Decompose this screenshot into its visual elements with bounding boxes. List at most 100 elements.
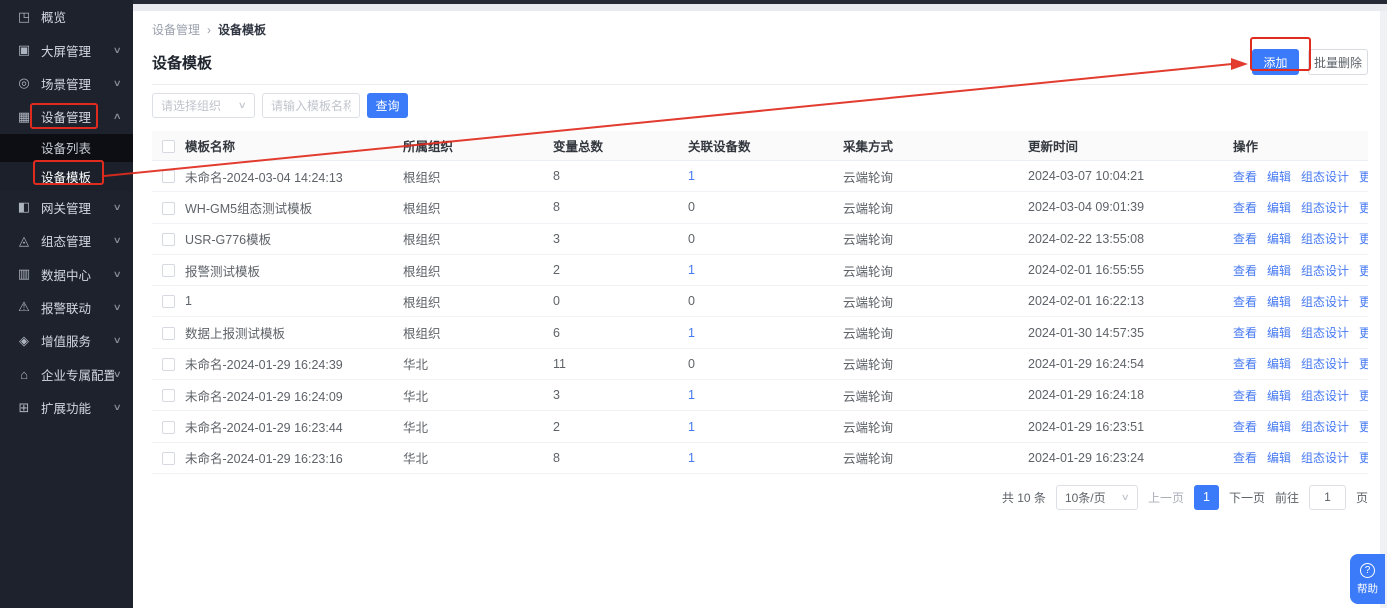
more-link[interactable]: 更多 xyxy=(1359,420,1368,435)
edit-link[interactable]: 编辑 xyxy=(1267,294,1292,309)
row-checkbox[interactable] xyxy=(162,170,175,184)
view-link[interactable]: 查看 xyxy=(1233,294,1258,309)
sidebar-item-label: 企业专属配置 xyxy=(41,368,115,383)
row-checkbox[interactable] xyxy=(162,451,175,465)
more-link[interactable]: 更多 xyxy=(1359,357,1368,372)
batch-delete-button[interactable]: 批量删除 xyxy=(1308,49,1368,75)
edit-link[interactable]: 编辑 xyxy=(1267,200,1292,215)
edit-link[interactable]: 编辑 xyxy=(1267,232,1292,247)
more-link[interactable]: 更多 xyxy=(1359,232,1368,247)
scada-design-link[interactable]: 组态设计 xyxy=(1301,420,1350,435)
scada-design-link[interactable]: 组态设计 xyxy=(1301,169,1350,184)
template-name-input[interactable] xyxy=(262,93,360,118)
edit-link[interactable]: 编辑 xyxy=(1267,357,1292,372)
vertical-scrollbar[interactable] xyxy=(1380,11,1387,608)
prev-page-button[interactable]: 上一页 xyxy=(1147,490,1184,505)
var-count-cell: 3 xyxy=(553,388,560,403)
next-page-button[interactable]: 下一页 xyxy=(1228,490,1265,505)
sidebar-item-extension[interactable]: ⊞ 扩展功能 ∨ xyxy=(0,391,133,424)
view-link[interactable]: 查看 xyxy=(1233,451,1258,466)
page-size-select[interactable]: 10条/页 ∨ xyxy=(1055,484,1138,510)
row-checkbox[interactable] xyxy=(162,420,175,434)
edit-link[interactable]: 编辑 xyxy=(1267,326,1292,341)
goto-page-input[interactable] xyxy=(1308,484,1346,510)
device-count-cell[interactable]: 1 xyxy=(688,388,695,403)
row-checkbox[interactable] xyxy=(162,389,175,403)
sidebar-item-device-mgmt[interactable]: ▦ 设备管理 ∧ xyxy=(0,100,133,133)
datacenter-icon: ▥ xyxy=(17,266,31,282)
view-link[interactable]: 查看 xyxy=(1233,169,1258,184)
sidebar-item-alarm[interactable]: ⚠ 报警联动 ∨ xyxy=(0,291,133,324)
view-link[interactable]: 查看 xyxy=(1233,388,1258,403)
sidebar-item-device-template[interactable]: 设备模板 xyxy=(0,162,133,191)
edit-link[interactable]: 编辑 xyxy=(1267,263,1292,278)
more-link[interactable]: 更多 xyxy=(1359,294,1368,309)
collect-mode-cell: 云端轮询 xyxy=(843,170,894,185)
breadcrumb-item-device-mgmt[interactable]: 设备管理 xyxy=(152,23,201,37)
chevron-icon: ∧ xyxy=(113,111,123,122)
more-link[interactable]: 更多 xyxy=(1359,169,1368,184)
scada-design-link[interactable]: 组态设计 xyxy=(1301,200,1350,215)
row-checkbox[interactable] xyxy=(162,232,175,246)
select-all-checkbox[interactable] xyxy=(162,139,175,153)
edit-link[interactable]: 编辑 xyxy=(1267,169,1292,184)
template-name-cell: 数据上报测试模板 xyxy=(185,327,286,342)
sidebar-item-enterprise[interactable]: ⌂ 企业专属配置 ∨ xyxy=(0,358,133,391)
edit-link[interactable]: 编辑 xyxy=(1267,451,1292,466)
more-link[interactable]: 更多 xyxy=(1359,326,1368,341)
device-count-cell[interactable]: 1 xyxy=(688,325,695,340)
scada-design-link[interactable]: 组态设计 xyxy=(1301,388,1350,403)
edit-link[interactable]: 编辑 xyxy=(1267,388,1292,403)
sidebar-item-vas[interactable]: ◈ 增值服务 ∨ xyxy=(0,324,133,357)
scada-design-link[interactable]: 组态设计 xyxy=(1301,451,1350,466)
device-count-cell: 0 xyxy=(688,200,695,215)
breadcrumb-separator-icon: › xyxy=(207,22,212,37)
view-link[interactable]: 查看 xyxy=(1233,357,1258,372)
view-link[interactable]: 查看 xyxy=(1233,420,1258,435)
edit-link[interactable]: 编辑 xyxy=(1267,420,1292,435)
sidebar-item-device-list[interactable]: 设备列表 xyxy=(0,133,133,163)
scada-design-link[interactable]: 组态设计 xyxy=(1301,263,1350,278)
row-checkbox[interactable] xyxy=(162,264,175,278)
device-count-cell[interactable]: 1 xyxy=(688,169,695,184)
row-actions: 查看 编辑 组态设计 更多 xyxy=(1233,418,1368,435)
more-link[interactable]: 更多 xyxy=(1359,451,1368,466)
row-checkbox[interactable] xyxy=(162,358,175,372)
view-link[interactable]: 查看 xyxy=(1233,326,1258,341)
scada-design-link[interactable]: 组态设计 xyxy=(1301,232,1350,247)
var-count-cell: 8 xyxy=(553,200,560,215)
device-count-cell[interactable]: 1 xyxy=(688,263,695,278)
sidebar-item-bigscreen[interactable]: ▣ 大屏管理 ∨ xyxy=(0,33,133,66)
sidebar-item-datacenter[interactable]: ▥ 数据中心 ∨ xyxy=(0,257,133,290)
scada-design-link[interactable]: 组态设计 xyxy=(1301,357,1350,372)
device-count-cell[interactable]: 1 xyxy=(688,450,695,465)
top-gray-strip xyxy=(133,4,1387,11)
view-link[interactable]: 查看 xyxy=(1233,232,1258,247)
row-checkbox[interactable] xyxy=(162,295,175,309)
device-count-cell[interactable]: 1 xyxy=(688,419,695,434)
chevron-icon: ∨ xyxy=(113,235,123,246)
row-checkbox[interactable] xyxy=(162,326,175,340)
more-link[interactable]: 更多 xyxy=(1359,200,1368,215)
update-time-cell: 2024-02-01 16:55:55 xyxy=(1028,263,1145,278)
sidebar-item-scene[interactable]: ◎ 场景管理 ∨ xyxy=(0,67,133,100)
more-link[interactable]: 更多 xyxy=(1359,388,1368,403)
sidebar-item-gateway[interactable]: ◧ 网关管理 ∨ xyxy=(0,191,133,224)
add-button[interactable]: 添加 xyxy=(1252,49,1299,75)
scada-design-link[interactable]: 组态设计 xyxy=(1301,326,1350,341)
sidebar-item-scada[interactable]: ◬ 组态管理 ∨ xyxy=(0,224,133,257)
scada-design-link[interactable]: 组态设计 xyxy=(1301,294,1350,309)
current-page-button[interactable]: 1 xyxy=(1193,484,1219,510)
search-button[interactable]: 查询 xyxy=(367,93,408,118)
header-device-count: 关联设备数 xyxy=(688,140,751,154)
chevron-icon: ∨ xyxy=(113,44,123,55)
row-checkbox[interactable] xyxy=(162,201,175,215)
help-button[interactable]: ? 帮助 xyxy=(1350,554,1385,604)
sidebar-item-overview[interactable]: ◳ 概览 xyxy=(0,0,133,33)
view-link[interactable]: 查看 xyxy=(1233,263,1258,278)
view-link[interactable]: 查看 xyxy=(1233,200,1258,215)
org-select[interactable]: 请选择组织 ∨ xyxy=(152,93,255,118)
sidebar-item-label: 增值服务 xyxy=(41,335,92,350)
row-actions: 查看 编辑 组态设计 更多 xyxy=(1233,230,1368,247)
more-link[interactable]: 更多 xyxy=(1359,263,1368,278)
